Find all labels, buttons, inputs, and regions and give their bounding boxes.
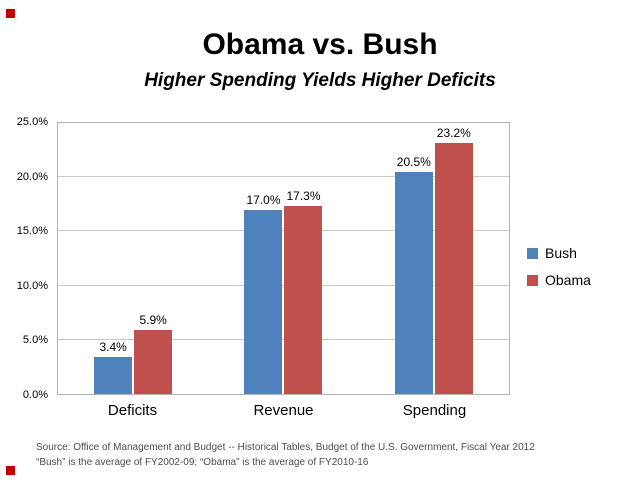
bar-bush-deficits: 3.4% bbox=[94, 340, 133, 394]
chart-title: Obama vs. Bush bbox=[202, 28, 438, 61]
x-category-label-deficits: Deficits bbox=[107, 402, 158, 419]
slide-corner-marker-bottom bbox=[6, 466, 15, 475]
bar-bush-revenue: 17.0% bbox=[244, 193, 283, 394]
legend: Bush Obama bbox=[527, 245, 591, 288]
legend-item-obama: Obama bbox=[527, 272, 591, 288]
bar-obama-spending: 23.2% bbox=[434, 126, 473, 394]
bar-obama-revenue: 17.3% bbox=[284, 189, 323, 394]
y-tick-label: 0.0% bbox=[22, 389, 48, 401]
bar-value-label: 5.9% bbox=[139, 313, 167, 328]
legend-label-obama: Obama bbox=[545, 272, 591, 288]
bar-group-deficits: 3.4% 5.9% bbox=[94, 123, 173, 394]
gridline bbox=[58, 176, 509, 178]
bar-value-label: 20.5% bbox=[396, 154, 431, 169]
source-note: Source: Office of Management and Budget … bbox=[36, 440, 616, 470]
bar-obama-deficits: 5.9% bbox=[134, 313, 173, 394]
y-tick-label: 15.0% bbox=[16, 225, 48, 238]
x-axis: Deficits Revenue Spending bbox=[57, 402, 510, 419]
bar-value-label: 3.4% bbox=[99, 340, 127, 355]
bar-value-label: 17.3% bbox=[286, 189, 321, 204]
bar-group-spending: 20.5% 23.2% bbox=[394, 123, 473, 394]
legend-swatch-obama bbox=[527, 274, 538, 286]
plot-area: 3.4% 5.9% 17.0% 17.3% 20.5% 23.2% bbox=[57, 122, 510, 395]
legend-label-bush: Bush bbox=[545, 245, 577, 261]
y-axis: 0.0% 5.0% 10.0% 15.0% 20.0% 25.0% bbox=[0, 116, 52, 401]
bar-group-revenue: 17.0% 17.3% bbox=[244, 123, 323, 394]
source-line-1: Source: Office of Management and Budget … bbox=[36, 442, 535, 453]
bar-value-label: 23.2% bbox=[436, 125, 471, 140]
slide-corner-marker-top bbox=[6, 9, 15, 18]
gridline bbox=[58, 338, 509, 340]
y-tick-label: 10.0% bbox=[16, 279, 48, 292]
bar-bush-spending: 20.5% bbox=[394, 155, 433, 394]
source-line-2: “Bush” is the average of FY2002-09; “Oba… bbox=[36, 457, 369, 468]
legend-swatch-bush bbox=[527, 247, 538, 259]
bar-value-label: 17.0% bbox=[246, 192, 281, 207]
y-tick-label: 25.0% bbox=[16, 116, 48, 128]
gridline bbox=[58, 284, 509, 286]
x-category-label-spending: Spending bbox=[402, 402, 467, 419]
chart-subtitle: Higher Spending Yields Higher Deficits bbox=[144, 70, 496, 91]
gridline bbox=[58, 230, 509, 232]
bar-groups: 3.4% 5.9% 17.0% 17.3% 20.5% 23.2% bbox=[58, 123, 509, 394]
x-category-label-revenue: Revenue bbox=[253, 402, 314, 419]
y-tick-label: 20.0% bbox=[16, 170, 48, 183]
legend-item-bush: Bush bbox=[527, 245, 591, 261]
y-tick-label: 5.0% bbox=[22, 334, 48, 347]
